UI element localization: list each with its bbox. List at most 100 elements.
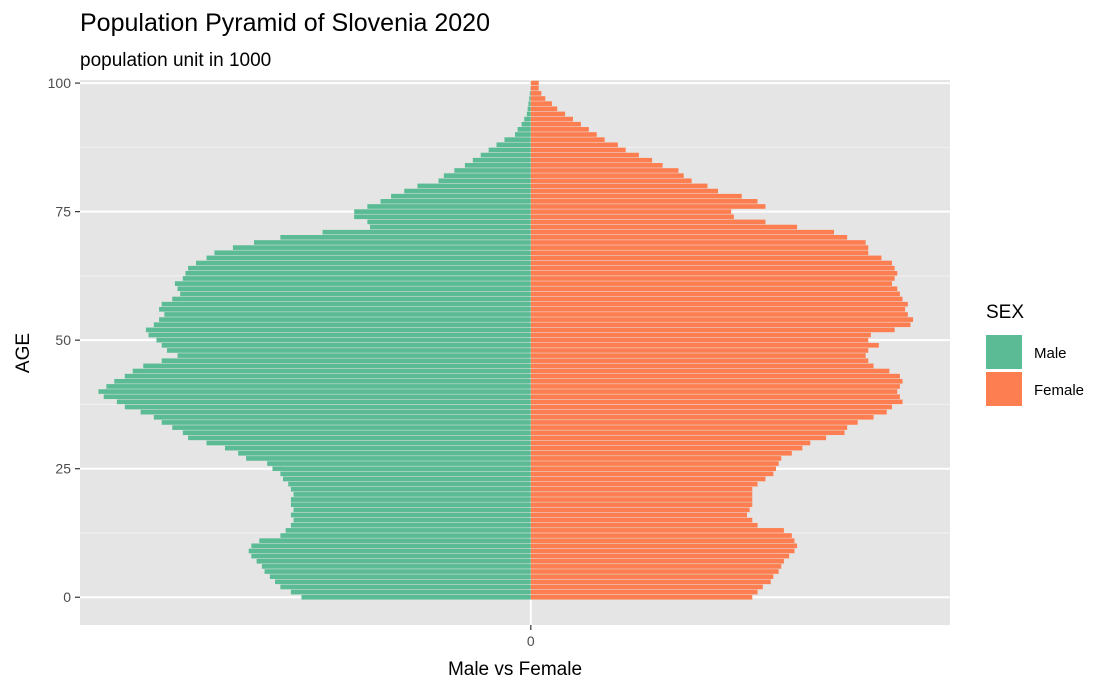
- male-bar: [174, 281, 531, 286]
- male-bar: [172, 425, 531, 430]
- female-bar: [530, 348, 869, 353]
- female-bar: [530, 142, 618, 148]
- male-bar: [156, 337, 531, 343]
- female-bar: [530, 173, 684, 178]
- female-bar: [530, 481, 758, 487]
- y-tick-label: 75: [55, 204, 71, 220]
- male-bar: [188, 265, 531, 271]
- male-bar: [496, 142, 531, 148]
- female-bar: [530, 512, 747, 518]
- male-bar: [526, 111, 531, 117]
- male-bar: [180, 291, 531, 297]
- female-bar: [530, 85, 539, 91]
- female-bar: [530, 327, 895, 333]
- female-bar: [530, 450, 792, 456]
- female-bar: [530, 137, 605, 142]
- legend: SEX Male Female: [986, 302, 1084, 406]
- female-bar: [530, 409, 887, 415]
- male-bar: [185, 271, 531, 276]
- female-bar: [530, 584, 763, 590]
- male-bar: [182, 276, 531, 281]
- male-bar: [380, 199, 531, 204]
- male-bar: [264, 569, 531, 574]
- female-bar: [530, 517, 753, 523]
- male-bar: [106, 384, 531, 389]
- male-bar: [290, 497, 531, 502]
- female-bar: [530, 152, 639, 158]
- male-bar: [159, 317, 531, 322]
- male-bar: [293, 517, 531, 523]
- male-bar: [280, 235, 531, 240]
- x-axis-title: Male vs Female: [448, 659, 582, 680]
- female-bar: [530, 533, 792, 538]
- female-bar: [530, 466, 776, 472]
- y-axis-title: AGE: [13, 333, 34, 373]
- female-bar: [530, 522, 758, 528]
- male-bar: [504, 137, 531, 142]
- male-bar: [206, 440, 531, 446]
- female-bar: [530, 430, 845, 436]
- male-bar: [443, 173, 531, 178]
- female-bar: [530, 353, 866, 358]
- female-bar: [530, 594, 753, 600]
- male-bar: [285, 528, 531, 533]
- female-bar: [530, 322, 911, 328]
- female-bar: [530, 337, 869, 343]
- male-bar: [517, 127, 531, 132]
- male-bar: [103, 394, 531, 400]
- male-bar: [196, 260, 531, 266]
- female-bar: [530, 255, 882, 261]
- male-bar: [259, 538, 531, 543]
- male-bar: [521, 121, 531, 127]
- male-bar: [159, 306, 531, 312]
- female-bar: [530, 80, 539, 86]
- female-bar: [530, 317, 914, 322]
- male-bar: [480, 152, 531, 158]
- legend-label-female: Female: [1034, 382, 1084, 399]
- male-bar: [148, 332, 531, 338]
- female-bars: [530, 80, 914, 600]
- female-bar: [530, 589, 758, 595]
- female-bar: [530, 342, 879, 348]
- male-bar: [472, 157, 531, 163]
- male-bar: [515, 132, 531, 137]
- female-bar: [530, 91, 542, 96]
- female-bar: [530, 178, 692, 184]
- male-bar: [172, 296, 531, 302]
- male-bar: [529, 91, 531, 96]
- female-bar: [530, 358, 869, 364]
- female-bar: [530, 435, 827, 441]
- female-bar: [530, 121, 581, 127]
- female-bar: [530, 245, 869, 250]
- male-bar: [188, 435, 531, 441]
- female-bar: [530, 445, 803, 451]
- female-bar: [530, 199, 758, 204]
- chart-title: Population Pyramid of Slovenia 2020: [80, 9, 490, 37]
- legend-label-male: Male: [1034, 345, 1067, 362]
- female-bar: [530, 497, 753, 502]
- female-bar: [530, 116, 573, 122]
- female-bar: [530, 265, 895, 271]
- y-tick-label: 25: [55, 461, 71, 477]
- female-bar: [530, 574, 774, 579]
- male-bar: [164, 312, 531, 317]
- male-bar: [367, 219, 531, 225]
- male-bar: [438, 178, 531, 184]
- female-bar: [530, 528, 784, 533]
- female-bar: [530, 286, 898, 292]
- male-bar: [290, 486, 531, 492]
- male-bar: [283, 476, 531, 482]
- female-bar: [530, 312, 908, 317]
- female-bar: [530, 214, 734, 220]
- female-bar: [530, 168, 679, 173]
- female-bar: [530, 204, 766, 209]
- male-bar: [454, 168, 531, 173]
- male-bar: [116, 399, 531, 405]
- y-tick-label: 50: [55, 332, 71, 348]
- female-bar: [530, 373, 900, 379]
- female-bar: [530, 101, 552, 106]
- male-bar: [206, 255, 531, 261]
- male-bar: [530, 85, 531, 91]
- female-bar: [530, 425, 848, 430]
